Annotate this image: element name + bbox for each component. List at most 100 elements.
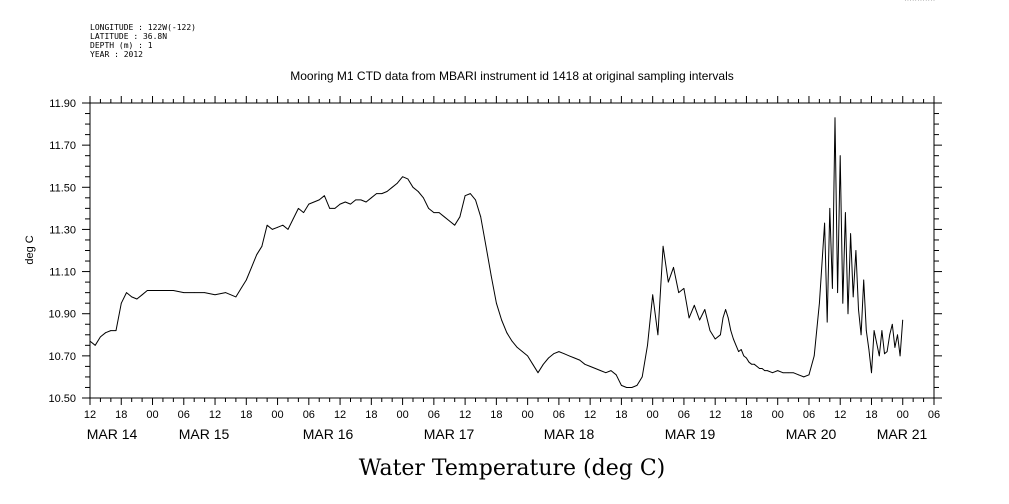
data-point (693, 304, 695, 306)
data-point (391, 186, 393, 188)
x-day-label: MAR 14 (87, 426, 138, 442)
x-tick-label: 06 (928, 409, 940, 421)
data-point (709, 330, 711, 331)
data-point (884, 353, 885, 355)
data-point (855, 250, 857, 251)
data-point (214, 294, 216, 296)
data-point (722, 317, 724, 319)
y-axis-label: deg C (24, 235, 36, 264)
data-point (787, 372, 789, 374)
x-tick-label: 12 (834, 409, 846, 421)
data-point (245, 279, 247, 281)
data-point (271, 229, 273, 230)
data-point (365, 201, 367, 203)
data-point (344, 201, 346, 203)
data-point (553, 353, 555, 355)
y-tick-label: 10.70 (48, 351, 76, 363)
data-point (360, 199, 362, 201)
data-point (746, 357, 747, 359)
data-point (100, 336, 101, 338)
y-tick-label: 11.50 (49, 182, 76, 194)
data-point (615, 374, 617, 376)
y-tick-label: 11.30 (49, 224, 76, 236)
data-point (292, 218, 294, 220)
data-point (324, 195, 325, 197)
data-point (120, 302, 122, 304)
data-point (858, 309, 859, 310)
data-point (902, 319, 904, 321)
data-point (759, 368, 760, 369)
data-point (847, 313, 849, 315)
data-point (522, 351, 523, 353)
x-day-label: MAR 17 (424, 426, 475, 442)
data-point (600, 370, 601, 372)
data-point (798, 374, 799, 376)
x-tick-label: 06 (553, 409, 565, 421)
data-point (803, 376, 805, 378)
data-point (131, 296, 133, 298)
data-point (558, 351, 560, 353)
y-tick-label: 11.10 (49, 267, 76, 279)
data-point (396, 182, 398, 184)
data-point (631, 387, 633, 388)
data-point (621, 384, 622, 386)
data-point (730, 330, 732, 331)
data-point (532, 363, 534, 365)
x-tick-label: 18 (615, 409, 627, 421)
data-point (891, 323, 893, 325)
x-tick-label: 18 (365, 409, 377, 421)
data-point (837, 292, 839, 294)
data-point (183, 292, 185, 294)
data-point (193, 292, 195, 294)
data-point (868, 349, 870, 350)
data-point (89, 340, 91, 342)
data-point (428, 207, 430, 209)
data-point (235, 296, 237, 298)
y-tick-label: 11.70 (49, 140, 76, 152)
data-point (355, 199, 357, 201)
data-point (889, 334, 891, 336)
data-point (753, 363, 755, 365)
data-point (850, 233, 852, 235)
data-point (313, 201, 315, 203)
x-tick-label: 06 (803, 409, 815, 421)
x-tick-label: 18 (740, 409, 752, 421)
data-point (339, 203, 341, 205)
data-point (725, 309, 727, 310)
data-point (490, 275, 492, 277)
data-point (417, 191, 419, 192)
data-point (657, 334, 659, 336)
x-day-label: MAR 20 (786, 426, 837, 442)
data-point (308, 203, 310, 205)
data-point (852, 296, 854, 298)
x-day-label: MAR 18 (544, 426, 595, 442)
data-point (204, 292, 206, 294)
data-point (251, 266, 252, 268)
data-point (157, 290, 159, 291)
data-point (386, 191, 388, 192)
data-point (548, 357, 549, 359)
x-tick-label: 00 (897, 409, 909, 421)
data-point (370, 197, 372, 199)
x-tick-label: 18 (865, 409, 877, 421)
plot-frame (89, 102, 935, 399)
data-point (683, 288, 685, 289)
data-point (240, 288, 242, 289)
data-point (842, 302, 844, 304)
data-point (832, 288, 833, 289)
data-point (329, 207, 331, 209)
data-point (381, 193, 383, 195)
data-point (594, 368, 596, 369)
data-point (584, 363, 586, 365)
data-point (792, 372, 794, 374)
data-point (699, 319, 700, 321)
x-tick-label: 18 (240, 409, 252, 421)
data-point (876, 342, 878, 344)
data-point (256, 254, 258, 256)
x-tick-label: 12 (459, 409, 471, 421)
data-point (894, 347, 896, 348)
data-point (605, 372, 607, 374)
data-point (480, 216, 482, 218)
x-day-label: MAR 15 (179, 426, 230, 442)
